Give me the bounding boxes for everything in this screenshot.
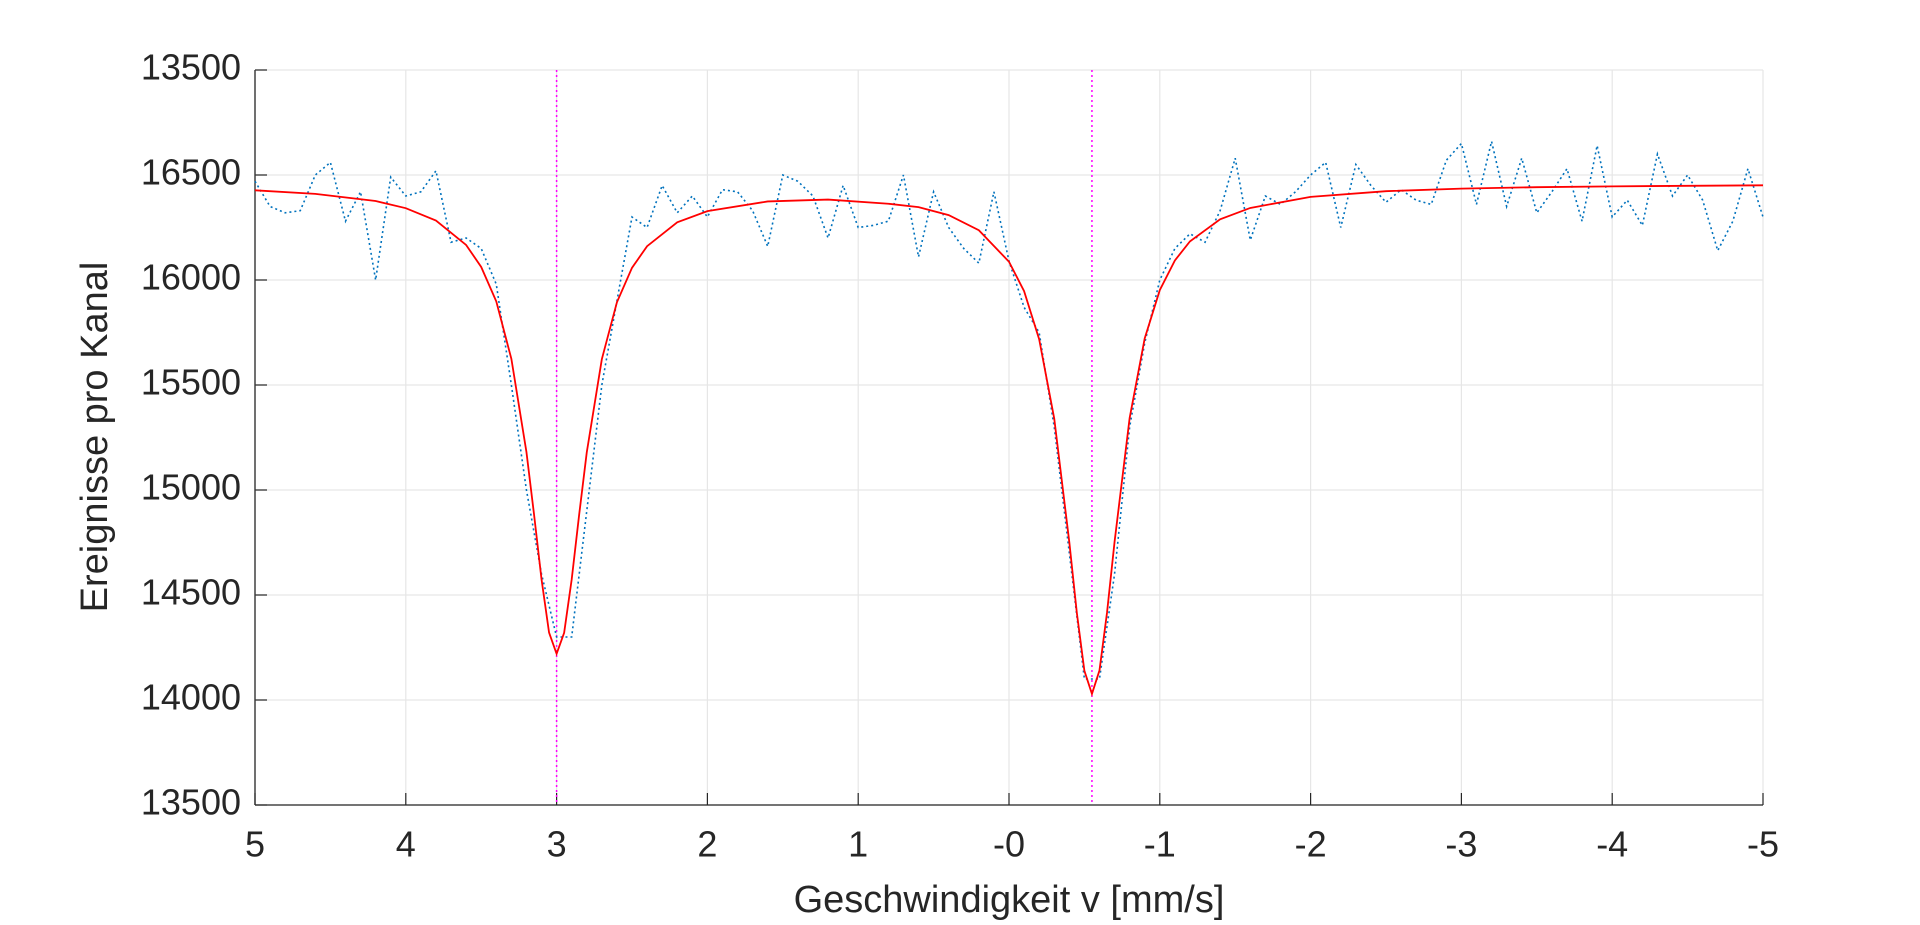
y-tick-label: 14500 bbox=[141, 572, 241, 613]
x-tick-label: -0 bbox=[993, 824, 1025, 865]
grid bbox=[254, 69, 1764, 806]
x-tick-label: -3 bbox=[1445, 824, 1477, 865]
x-tick-label: 2 bbox=[697, 824, 717, 865]
x-tick-label: 1 bbox=[848, 824, 868, 865]
x-tick-label: -2 bbox=[1295, 824, 1327, 865]
y-tick-label: 13500 bbox=[141, 782, 241, 823]
plot-area bbox=[254, 70, 1764, 805]
x-tick-label: 3 bbox=[547, 824, 567, 865]
x-tick-label: -5 bbox=[1747, 824, 1779, 865]
x-tick-label: 4 bbox=[396, 824, 416, 865]
y-axis-label: Ereignisse pro Kanal bbox=[74, 262, 116, 613]
y-tick-label: 14000 bbox=[141, 677, 241, 718]
y-tick-label: 13500 bbox=[141, 47, 241, 88]
y-tick-label: 15500 bbox=[141, 362, 241, 403]
y-tick-label: 15000 bbox=[141, 467, 241, 508]
data-line bbox=[254, 184, 1764, 697]
x-tick-label: -1 bbox=[1144, 824, 1176, 865]
x-tick-label: 5 bbox=[245, 824, 265, 865]
x-tick-label: -4 bbox=[1596, 824, 1628, 865]
y-tick-label: 16500 bbox=[141, 152, 241, 193]
x-axis-label: Geschwindigkeit v [mm/s] bbox=[794, 879, 1225, 921]
y-tick-label: 16000 bbox=[141, 257, 241, 298]
